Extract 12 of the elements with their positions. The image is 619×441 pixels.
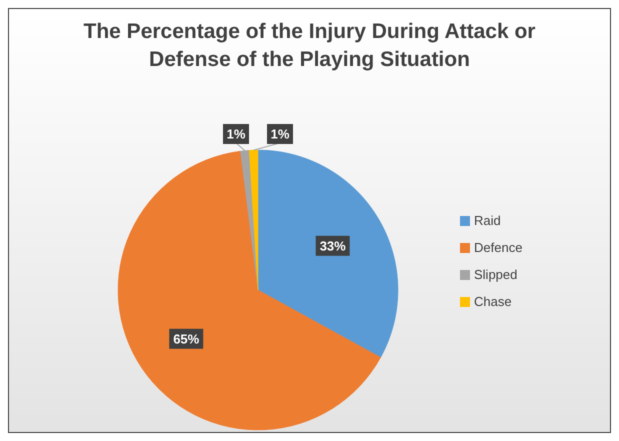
data-label: 1%	[226, 126, 246, 142]
data-label: 65%	[173, 331, 200, 346]
pie-slice	[118, 150, 381, 430]
data-label: 1%	[270, 126, 290, 142]
legend-label: Slipped	[474, 267, 518, 282]
chart-title: The Percentage of the Injury During Attack or Defense of the Playing Situation	[84, 20, 536, 71]
legend-label: Raid	[474, 213, 501, 228]
legend-label: Chase	[474, 294, 512, 309]
pie-slice	[258, 150, 398, 358]
data-label: 33%	[320, 238, 346, 254]
legend-label: Defence	[474, 240, 522, 255]
pie-slice	[248, 150, 258, 290]
